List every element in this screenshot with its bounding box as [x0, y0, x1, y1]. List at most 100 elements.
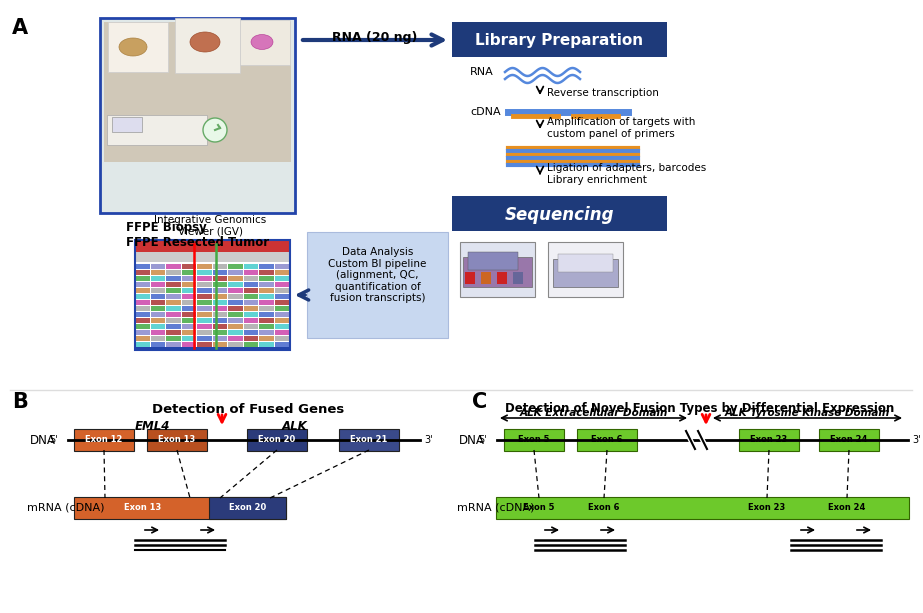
Text: cDNA: cDNA: [470, 107, 500, 117]
Bar: [244, 264, 258, 269]
Bar: [150, 294, 165, 299]
Bar: [135, 264, 150, 269]
Bar: [274, 282, 289, 287]
Bar: [197, 330, 211, 335]
Text: Integrative Genomics
Viewer (IGV): Integrative Genomics Viewer (IGV): [154, 215, 266, 237]
Ellipse shape: [190, 32, 220, 52]
Text: 3': 3': [912, 435, 920, 445]
FancyBboxPatch shape: [739, 429, 799, 451]
Bar: [244, 330, 258, 335]
Bar: [228, 306, 243, 311]
Bar: [212, 336, 227, 341]
Bar: [135, 282, 150, 287]
Bar: [182, 264, 196, 269]
Bar: [135, 342, 150, 347]
Text: Exon 24: Exon 24: [828, 503, 866, 512]
Bar: [182, 270, 196, 275]
Bar: [150, 300, 165, 305]
Bar: [182, 312, 196, 317]
Text: DNA: DNA: [459, 433, 485, 446]
FancyBboxPatch shape: [147, 429, 207, 451]
Text: FFPE Biopsy
FFPE Resected Tumor: FFPE Biopsy FFPE Resected Tumor: [126, 221, 270, 249]
Circle shape: [203, 118, 227, 142]
Bar: [104, 22, 291, 162]
Text: Exon 13: Exon 13: [159, 435, 196, 444]
Bar: [166, 318, 181, 323]
Bar: [274, 336, 289, 341]
Bar: [212, 264, 227, 269]
Bar: [182, 300, 196, 305]
Bar: [197, 324, 211, 329]
Bar: [135, 240, 290, 252]
Bar: [228, 330, 243, 335]
Text: EML4: EML4: [135, 420, 170, 433]
Text: Exon 21: Exon 21: [351, 435, 388, 444]
Bar: [212, 282, 227, 287]
Bar: [135, 306, 150, 311]
Bar: [558, 254, 613, 272]
Bar: [244, 270, 258, 275]
Bar: [182, 282, 196, 287]
Bar: [150, 288, 165, 293]
Bar: [150, 282, 165, 287]
Bar: [107, 115, 207, 145]
Bar: [135, 300, 150, 305]
Bar: [244, 306, 258, 311]
Bar: [259, 318, 273, 323]
Bar: [150, 324, 165, 329]
FancyBboxPatch shape: [74, 497, 286, 519]
Bar: [166, 306, 181, 311]
Bar: [182, 306, 196, 311]
Bar: [244, 300, 258, 305]
Bar: [150, 330, 165, 335]
Bar: [135, 347, 290, 350]
Bar: [259, 336, 273, 341]
Text: C: C: [472, 392, 487, 412]
Text: DNA: DNA: [30, 433, 56, 446]
Text: Exon 24: Exon 24: [831, 435, 868, 444]
Text: 5': 5': [49, 435, 58, 445]
Bar: [259, 306, 273, 311]
Text: Exon 23: Exon 23: [750, 435, 787, 444]
Bar: [212, 330, 227, 335]
FancyBboxPatch shape: [452, 22, 667, 57]
Bar: [228, 318, 243, 323]
FancyBboxPatch shape: [307, 232, 448, 338]
Bar: [244, 276, 258, 281]
Bar: [553, 259, 618, 287]
FancyBboxPatch shape: [209, 497, 286, 519]
Bar: [197, 318, 211, 323]
Bar: [259, 270, 273, 275]
Bar: [166, 288, 181, 293]
Text: ALK Tyrosine Kinase Domain: ALK Tyrosine Kinase Domain: [725, 408, 890, 418]
Bar: [197, 288, 211, 293]
Bar: [274, 270, 289, 275]
Bar: [135, 312, 150, 317]
Bar: [150, 336, 165, 341]
Text: Ligation of adapters, barcodes
Library enrichment: Ligation of adapters, barcodes Library e…: [547, 163, 706, 185]
Bar: [166, 300, 181, 305]
Bar: [274, 300, 289, 305]
Bar: [259, 330, 273, 335]
Bar: [259, 264, 273, 269]
Bar: [150, 312, 165, 317]
Bar: [497, 272, 507, 284]
Text: B: B: [12, 392, 28, 412]
Bar: [244, 342, 258, 347]
Bar: [166, 276, 181, 281]
Bar: [274, 294, 289, 299]
Bar: [182, 288, 196, 293]
Text: Exon 13: Exon 13: [124, 503, 162, 512]
Bar: [259, 342, 273, 347]
Ellipse shape: [119, 38, 147, 56]
Text: Exon 23: Exon 23: [749, 503, 785, 512]
Text: Reverse transcription: Reverse transcription: [547, 88, 659, 98]
Bar: [166, 264, 181, 269]
Bar: [182, 324, 196, 329]
Bar: [244, 336, 258, 341]
Bar: [150, 276, 165, 281]
Bar: [182, 276, 196, 281]
FancyBboxPatch shape: [504, 429, 564, 451]
Bar: [182, 330, 196, 335]
Bar: [228, 342, 243, 347]
